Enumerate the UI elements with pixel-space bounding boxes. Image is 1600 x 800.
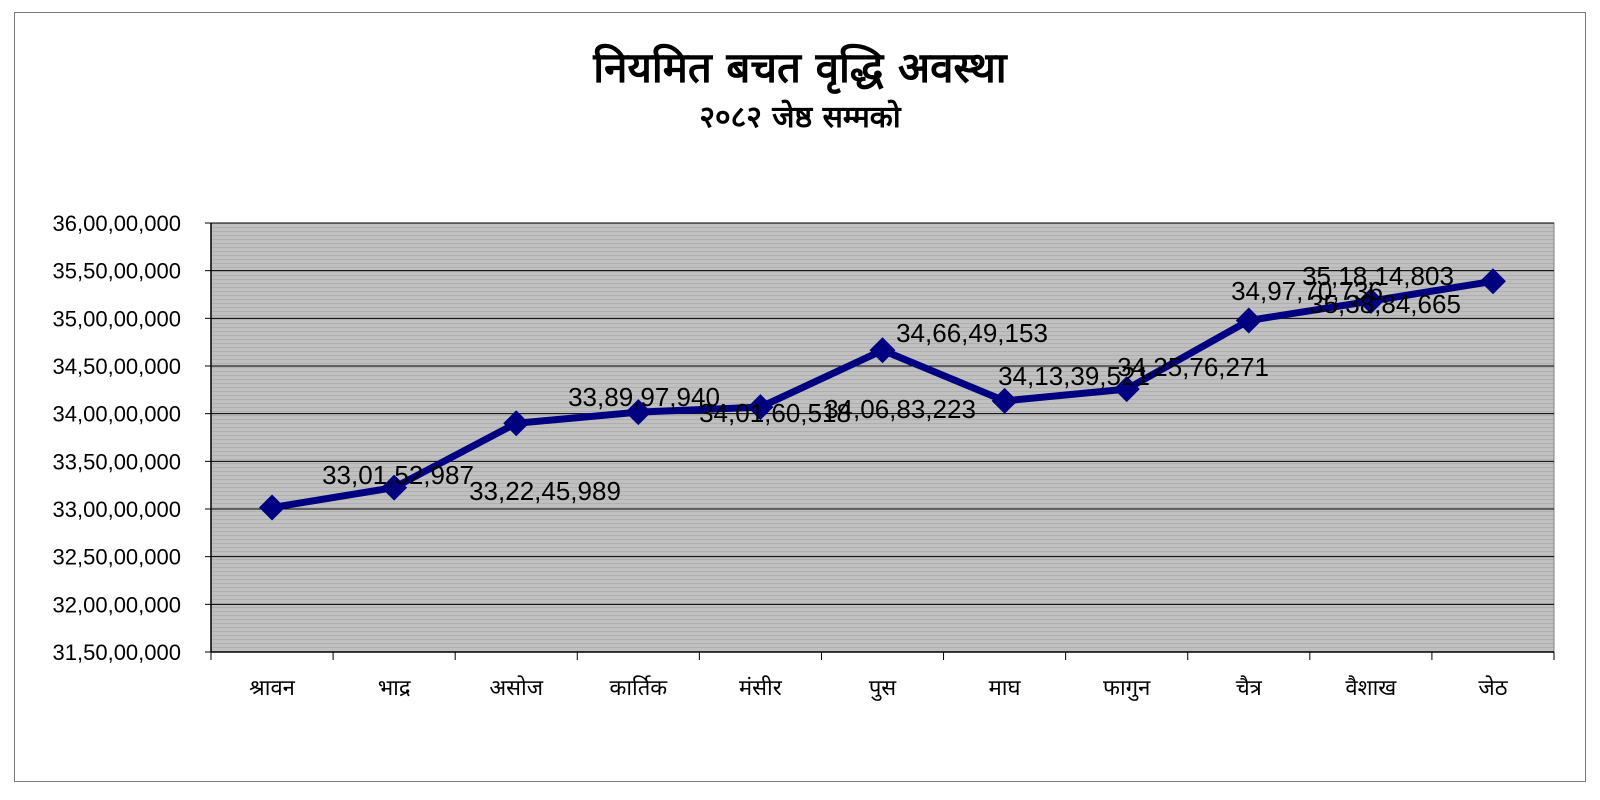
y-tick-label: 35,50,00,000 — [53, 259, 181, 284]
data-label: 33,01,52,987 — [322, 460, 474, 490]
y-tick-label: 34,50,00,000 — [53, 354, 181, 379]
x-tick-label: श्रावन — [249, 676, 296, 701]
x-tick-label: फागुन — [1103, 676, 1151, 701]
data-label: 34,97,70,736 — [1231, 276, 1383, 306]
data-point — [747, 394, 774, 421]
data-point — [1357, 288, 1384, 315]
x-tick-label: असोज — [489, 675, 543, 701]
y-tick-label: 35,00,00,000 — [53, 306, 181, 331]
data-label: 33,89,97,940 — [568, 382, 720, 412]
data-label: 34,13,39,521 — [998, 361, 1150, 391]
data-point — [1113, 376, 1140, 403]
x-tick-label: भाद्र — [378, 676, 411, 701]
data-label: 34,66,49,153 — [896, 318, 1048, 348]
data-point — [503, 410, 530, 437]
data-point — [625, 399, 652, 426]
x-tick-label: मंसीर — [739, 675, 783, 701]
data-label: 34,01,60,518 — [699, 398, 851, 428]
data-label: 35,38,84,665 — [1309, 289, 1461, 319]
data-label: 34,25,76,271 — [1117, 352, 1269, 382]
data-point — [259, 494, 286, 521]
data-point — [869, 337, 896, 364]
y-tick-label: 34,00,00,000 — [53, 402, 181, 427]
data-point — [381, 474, 408, 501]
data-label: 33,22,45,989 — [469, 476, 621, 506]
x-tick-label: माघ — [989, 676, 1022, 701]
data-point — [991, 387, 1018, 414]
data-label: 34,06,83,223 — [824, 394, 976, 424]
y-tick-label: 32,50,00,000 — [53, 545, 181, 570]
x-tick-label: कार्तिक — [609, 675, 668, 701]
y-tick-label: 32,00,00,000 — [53, 592, 181, 617]
y-tick-label: 33,50,00,000 — [53, 449, 181, 474]
y-tick-label: 36,00,00,000 — [53, 211, 181, 236]
chart-title: नियमित बचत वृद्धि अवस्था — [593, 43, 1007, 92]
plot-area — [210, 222, 1555, 653]
x-tick-label: जेठ — [1478, 675, 1508, 701]
data-point — [1479, 268, 1506, 295]
x-tick-label: चैत्र — [1236, 675, 1263, 701]
chart-subtitle: २०८२ जेष्ठ सम्मको — [699, 100, 901, 135]
y-tick-label: 31,50,00,000 — [53, 640, 181, 665]
x-tick-label: पुस — [869, 676, 897, 701]
y-tick-label: 33,00,00,000 — [53, 497, 181, 522]
x-tick-label: वैशाख — [1345, 675, 1397, 701]
data-label: 35,18,14,803 — [1302, 261, 1454, 291]
data-point — [1235, 307, 1262, 334]
